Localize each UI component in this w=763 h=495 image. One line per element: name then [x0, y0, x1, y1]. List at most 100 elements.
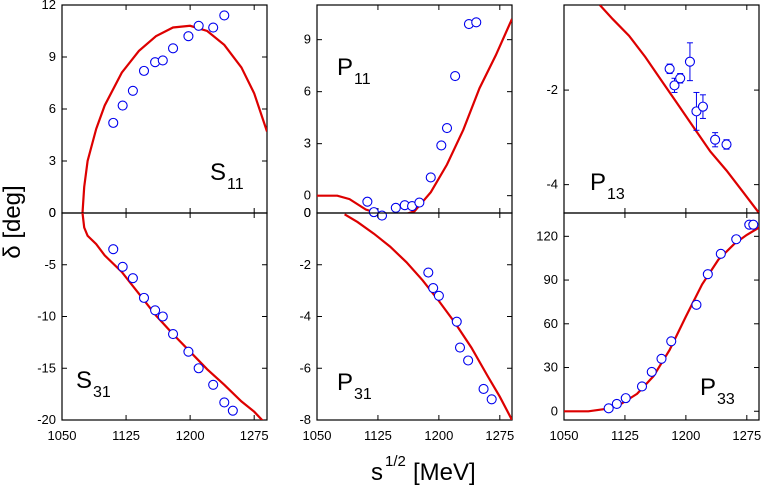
- data-point: [138, 65, 150, 76]
- y-tick-label: 30: [544, 360, 558, 375]
- panel-label-subscript: 31: [354, 386, 372, 403]
- panel-label: S: [76, 367, 92, 394]
- x-tick-label: 1050: [550, 428, 579, 443]
- x-tick-label: 1275: [240, 428, 269, 443]
- y-tick-label: -15: [37, 360, 56, 375]
- y-tick-label: 0: [304, 205, 311, 220]
- y-tick-label: 0: [304, 188, 311, 203]
- data-point: [127, 273, 138, 284]
- data-point: [425, 172, 436, 183]
- x-tick-label: 1200: [176, 428, 205, 443]
- x-tick-label: 1200: [671, 428, 700, 443]
- data-point: [702, 269, 713, 280]
- data-point: [117, 100, 128, 111]
- data-point: [227, 405, 238, 416]
- panel-label: P: [590, 169, 606, 196]
- data-point: [423, 267, 434, 278]
- data-point: [636, 381, 648, 392]
- y-tick-label: 120: [536, 228, 558, 243]
- x-tick-label: 1050: [48, 428, 77, 443]
- data-point: [138, 292, 150, 303]
- data-point: [157, 311, 168, 322]
- y-tick-label: 0: [551, 403, 558, 418]
- data-point: [675, 73, 686, 84]
- data-point: [108, 117, 119, 128]
- x-tick-label: 1275: [732, 428, 761, 443]
- y-tick-label: 3: [304, 136, 311, 151]
- data-point: [748, 219, 759, 230]
- data-point: [450, 71, 461, 82]
- data-point: [691, 299, 702, 310]
- data-point: [666, 336, 677, 347]
- data-point: [646, 366, 657, 377]
- data-point: [656, 353, 667, 364]
- x-axis-title-base: s: [371, 459, 383, 486]
- panel-label: P: [337, 54, 353, 81]
- panel-label: P: [700, 374, 716, 401]
- data-point: [208, 22, 219, 33]
- data-point: [664, 63, 675, 74]
- x-tick-label: 1125: [112, 428, 140, 443]
- y-tick-label-extra: 0: [304, 205, 311, 220]
- data-point: [193, 363, 204, 374]
- data-point: [390, 202, 401, 213]
- data-point: [219, 397, 230, 408]
- data-point: [451, 316, 462, 327]
- panel-s11: 0 3 6 9 12 S 11: [42, 0, 268, 220]
- data-point: [486, 394, 497, 405]
- model-curve: [598, 5, 759, 213]
- y-tick-label: 90: [544, 272, 558, 287]
- x-tick-label: 1275: [485, 428, 514, 443]
- data-point: [684, 56, 695, 67]
- data-point: [208, 379, 219, 390]
- data-point: [715, 248, 726, 259]
- data-point: [710, 134, 721, 145]
- model-curve: [81, 213, 264, 420]
- y-axis-title: δ [deg]: [0, 185, 26, 258]
- data-point: [697, 101, 708, 112]
- x-tick-label: 1125: [364, 428, 392, 443]
- data-point: [611, 398, 622, 410]
- data-point: [436, 140, 447, 151]
- x-tick-label: 1200: [424, 428, 453, 443]
- y-tick-label: 60: [544, 316, 558, 331]
- panel-p13: -2 -4 P 13: [546, 4, 760, 214]
- data-point: [193, 20, 204, 31]
- data-point: [362, 196, 373, 207]
- data-point: [433, 290, 444, 301]
- y-tick-label: 6: [304, 84, 311, 99]
- panel-p11: 0 3 6 9 0 P 11: [304, 4, 513, 221]
- y-tick-label: -4: [299, 309, 311, 324]
- y-tick-label: -4: [546, 177, 558, 192]
- panel-label-subscript: 33: [717, 391, 735, 408]
- data-point: [669, 80, 680, 91]
- panel-frame: [563, 212, 760, 421]
- data-point: [721, 139, 732, 150]
- data-point: [157, 55, 168, 66]
- panel-label-subscript: 11: [227, 176, 244, 193]
- y-tick-label: 12: [42, 0, 56, 12]
- data-point: [108, 244, 119, 255]
- x-axis-title-unit: [MeV]: [413, 459, 476, 486]
- data-point: [414, 197, 425, 208]
- x-axis-title-superscript: 1/2: [385, 453, 406, 470]
- panel-label: S: [210, 159, 226, 186]
- panel-label-subscript: 13: [607, 186, 625, 203]
- data-point: [183, 346, 194, 357]
- y-tick-label: -8: [299, 412, 311, 427]
- y-tick-label: -2: [299, 257, 311, 272]
- y-tick-label: 9: [304, 32, 311, 47]
- data-point: [183, 31, 194, 42]
- data-point: [603, 403, 614, 414]
- panel-label: P: [337, 369, 353, 396]
- panel-frame: [316, 4, 513, 214]
- panel-label-subscript: 31: [93, 384, 111, 401]
- panel-p33: 0 30 60 90 120 1050 1125 1200 1275 P 33: [536, 212, 761, 443]
- y-tick-label: 3: [49, 153, 56, 168]
- model-curve: [564, 226, 759, 413]
- x-tick-label: 1050: [303, 428, 332, 443]
